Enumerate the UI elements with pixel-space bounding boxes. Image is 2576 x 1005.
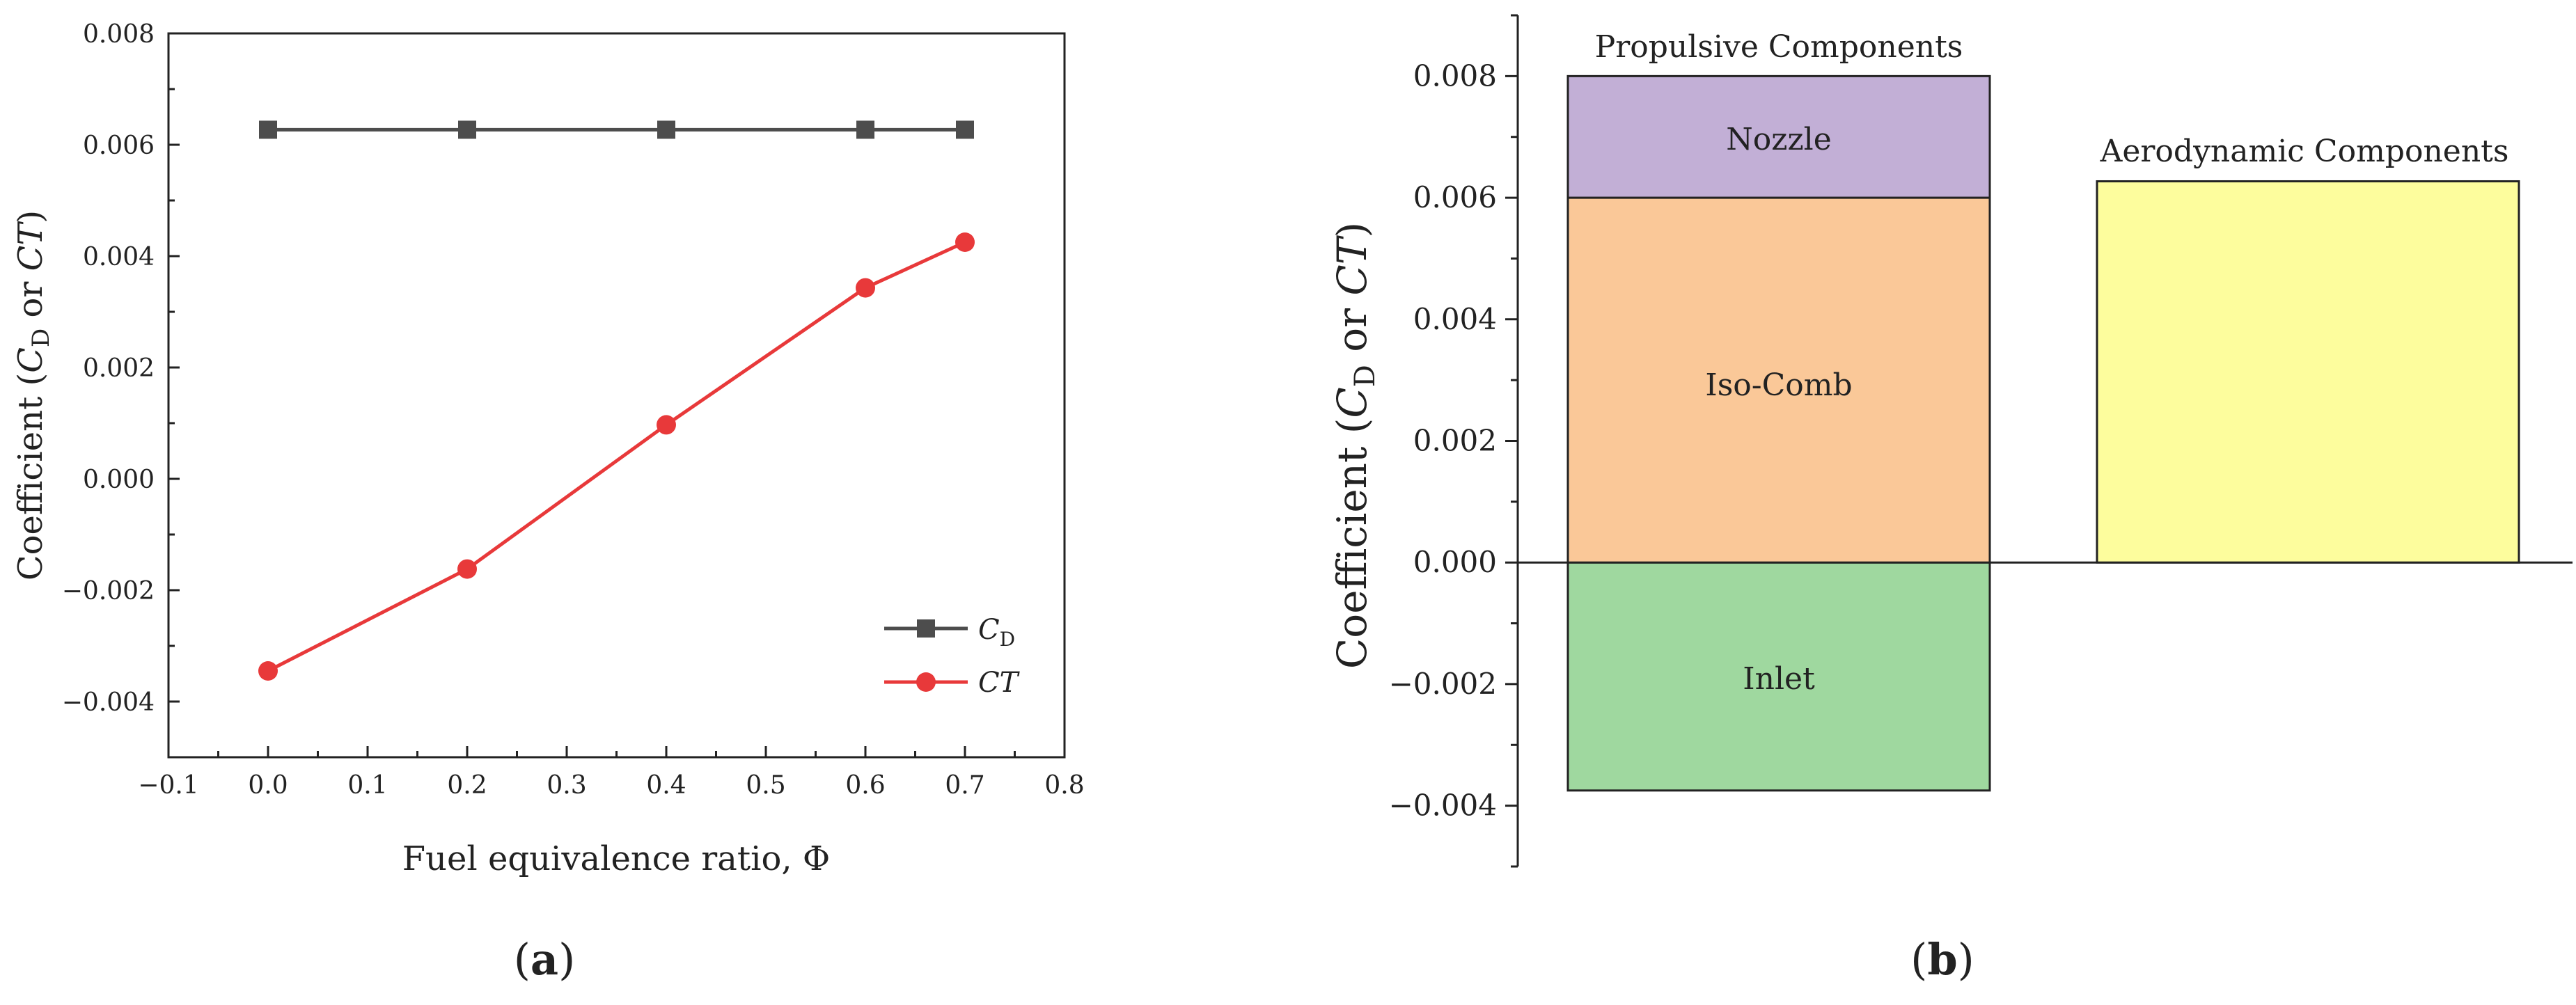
panel-a-series-lines — [267, 127, 966, 673]
legend-ct-label: CT — [978, 667, 1021, 699]
data-point-ct — [457, 559, 477, 579]
data-point-cd — [856, 120, 874, 139]
panel-b-y-ticks: −0.004 −0.002 0.000 0.002 0.004 0.006 0.008 — [1389, 14, 1518, 868]
x-tick-label: 0.8 — [1044, 771, 1084, 800]
segment-label-inlet: Inlet — [1743, 661, 1815, 697]
segment-label-nozzle: Nozzle — [1726, 122, 1831, 157]
data-point-ct — [955, 232, 975, 252]
segment-label-iso-comb: Iso-Comb — [1705, 367, 1852, 403]
y-tick-label: −0.002 — [62, 577, 155, 606]
x-tick-label: 0.1 — [347, 771, 387, 800]
bar-label-propulsive-components: Propulsive Components — [1595, 29, 1963, 65]
x-tick-label: 0.2 — [447, 771, 487, 800]
y-tick-label: 0.008 — [83, 20, 155, 49]
data-point-ct — [856, 278, 875, 298]
panel-a-x-axis-title: Fuel equivalence ratio, Φ — [402, 839, 831, 878]
data-point-cd — [657, 120, 675, 139]
x-tick-label: 0.0 — [248, 771, 288, 800]
bar-segment-nozzle — [1566, 74, 1991, 199]
panel-b-bars — [1566, 74, 2520, 792]
panel-a-y-axis-title: Coefficient (CD or CT) — [11, 210, 55, 580]
x-tick-label: 0.4 — [646, 771, 686, 800]
x-tick-label: 0.5 — [746, 771, 785, 800]
y-tick-label: −0.002 — [1389, 667, 1497, 701]
x-tick-label: 0.3 — [547, 771, 586, 800]
data-point-ct — [657, 415, 676, 435]
panel-a-series-markers — [258, 120, 975, 681]
x-tick-label: 0.6 — [845, 771, 885, 800]
y-tick-label: −0.004 — [62, 688, 155, 717]
panel-a-y-ticks: −0.004 −0.002 0.000 0.002 0.004 0.006 0.008 — [62, 20, 180, 717]
x-tick-label: 0.7 — [945, 771, 984, 800]
panel-a-x-ticks: −0.1 0.0 0.1 0.2 0.3 0.4 0.5 0.6 0.7 0.8 — [138, 746, 1085, 800]
data-point-cd — [259, 120, 277, 139]
bar-segment-aerodynamic — [2096, 180, 2520, 564]
y-tick-label: 0.006 — [1413, 180, 1497, 214]
legend-cd-label: CD — [978, 614, 1015, 651]
data-point-cd — [956, 120, 974, 139]
x-tick-label: −0.1 — [138, 771, 198, 800]
series-line-ct — [267, 240, 966, 673]
y-tick-label: −0.004 — [1389, 789, 1497, 823]
y-tick-label: 0.006 — [83, 132, 155, 160]
y-tick-label: 0.004 — [83, 243, 155, 271]
panel-a-line-chart: −0.1 0.0 0.1 0.2 0.3 0.4 0.5 0.6 0.7 0.8 −0.004−0… — [11, 20, 1085, 985]
bar-segment-iso-comb — [1566, 196, 1991, 564]
legend-ct-marker — [916, 672, 936, 692]
data-point-cd — [458, 120, 476, 139]
panel-a-plot-frame — [167, 32, 1066, 759]
y-tick-label: 0.000 — [1413, 545, 1497, 579]
bar-segment-inlet — [1566, 561, 1991, 792]
panel-a-legend: CD CT — [884, 614, 1021, 699]
y-tick-label: 0.004 — [1413, 302, 1497, 336]
data-point-ct — [258, 661, 278, 681]
panel-a-caption: (a) — [514, 934, 576, 985]
y-tick-label: 0.000 — [83, 466, 155, 494]
panel-b-y-axis-title: Coefficient (CD or CT) — [1328, 222, 1381, 669]
legend-cd-marker — [917, 619, 935, 638]
y-tick-label: 0.008 — [1413, 58, 1497, 93]
y-tick-label: 0.002 — [83, 354, 155, 383]
y-tick-label: 0.002 — [1413, 424, 1497, 458]
panel-b-stacked-bar-chart: −0.004 −0.002 0.000 0.002 0.004 0.006 0.008 Pr… — [1328, 14, 2573, 985]
bar-label-aerodynamic-components: Aerodynamic Components — [2100, 134, 2509, 169]
panel-b-caption: (b) — [1910, 934, 1974, 985]
